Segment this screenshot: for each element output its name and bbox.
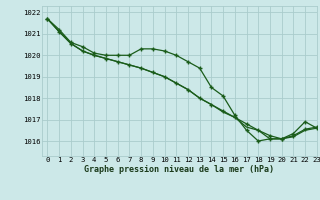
X-axis label: Graphe pression niveau de la mer (hPa): Graphe pression niveau de la mer (hPa) [84,165,274,174]
